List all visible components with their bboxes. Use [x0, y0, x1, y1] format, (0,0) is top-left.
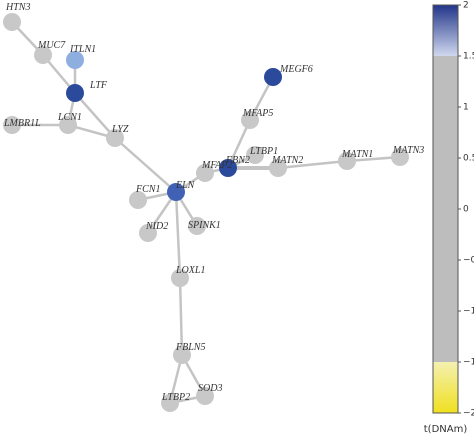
- node: [391, 148, 409, 166]
- node-label: LOXL1: [175, 265, 205, 276]
- node: [338, 152, 356, 170]
- colorbar-title: t(DNAm): [424, 424, 468, 435]
- node: [3, 13, 21, 31]
- node-label: HTN3: [5, 2, 30, 13]
- node: [59, 116, 77, 134]
- node: [3, 116, 21, 134]
- node: [139, 224, 157, 242]
- node: [66, 51, 84, 69]
- edge: [74, 92, 116, 139]
- node-label: LYZ: [111, 124, 129, 135]
- colorbar-tick-label: 1: [463, 103, 469, 113]
- node-label: LTBP1: [249, 146, 278, 157]
- colorbar-tick-label: −0.5: [463, 256, 474, 266]
- node-label: MFAP5: [242, 108, 273, 119]
- colorbar-tick-label: 0.5: [463, 154, 474, 164]
- edge: [174, 191, 182, 279]
- node-label: MATN2: [271, 155, 303, 166]
- node: [66, 84, 84, 102]
- node: [106, 129, 124, 147]
- node-label: LTBP2: [161, 392, 190, 403]
- node: [196, 387, 214, 405]
- node-label: LMBR1L: [3, 118, 41, 129]
- node: [129, 191, 147, 209]
- node: [196, 164, 214, 182]
- node: [167, 183, 185, 201]
- node-label: ELN: [175, 180, 196, 191]
- node: [34, 46, 52, 64]
- colorbar-tick-label: −1.5: [463, 358, 474, 368]
- colorbar-mid: [433, 56, 458, 362]
- nodes: HTN3 MUC7 ITLN1 LTF LMBR1L LCN1 LYZ MEGF6 MFAP5 L…: [3, 2, 424, 412]
- node-label: FBLN5: [175, 342, 205, 353]
- colorbar-tick-label: 0: [463, 205, 469, 215]
- node-label: LCN1: [57, 112, 82, 123]
- node: [269, 159, 287, 177]
- node-label: MATN3: [392, 145, 424, 156]
- node: [264, 68, 282, 86]
- node: [241, 111, 259, 129]
- node-label: FBN2: [225, 155, 250, 166]
- node-label: FCN1: [135, 184, 160, 195]
- colorbar-tick-label: 2: [463, 1, 469, 11]
- node: [173, 346, 191, 364]
- node-label: SPINK1: [188, 220, 221, 231]
- node: [161, 394, 179, 412]
- edge: [114, 137, 177, 193]
- node: [171, 269, 189, 287]
- colorbar-tick-label: −2: [463, 409, 474, 419]
- node: [246, 146, 264, 164]
- node: [219, 159, 237, 177]
- node-label: NID2: [145, 221, 168, 232]
- node-label: SOD3: [198, 383, 222, 394]
- node-label: LTF: [89, 80, 108, 91]
- node-label: MFAP2: [201, 160, 232, 171]
- colorbar-tick-label: −1: [463, 307, 474, 317]
- colorbar-bottom: [433, 362, 458, 413]
- node-label: MEGF6: [279, 64, 313, 75]
- node-label: MATN1: [341, 149, 373, 160]
- colorbar: 2 1.5 1 0.5 0 −0.5 −1 −1.5 −2 t(DNAm): [424, 1, 474, 436]
- node-label: ITLN1: [69, 44, 96, 55]
- edge: [277, 159, 348, 170]
- colorbar-top: [433, 5, 458, 56]
- edges: [11, 21, 401, 405]
- colorbar-tick-label: 1.5: [463, 52, 474, 62]
- edge: [178, 277, 184, 356]
- node-label: MUC7: [37, 40, 66, 51]
- node: [188, 217, 206, 235]
